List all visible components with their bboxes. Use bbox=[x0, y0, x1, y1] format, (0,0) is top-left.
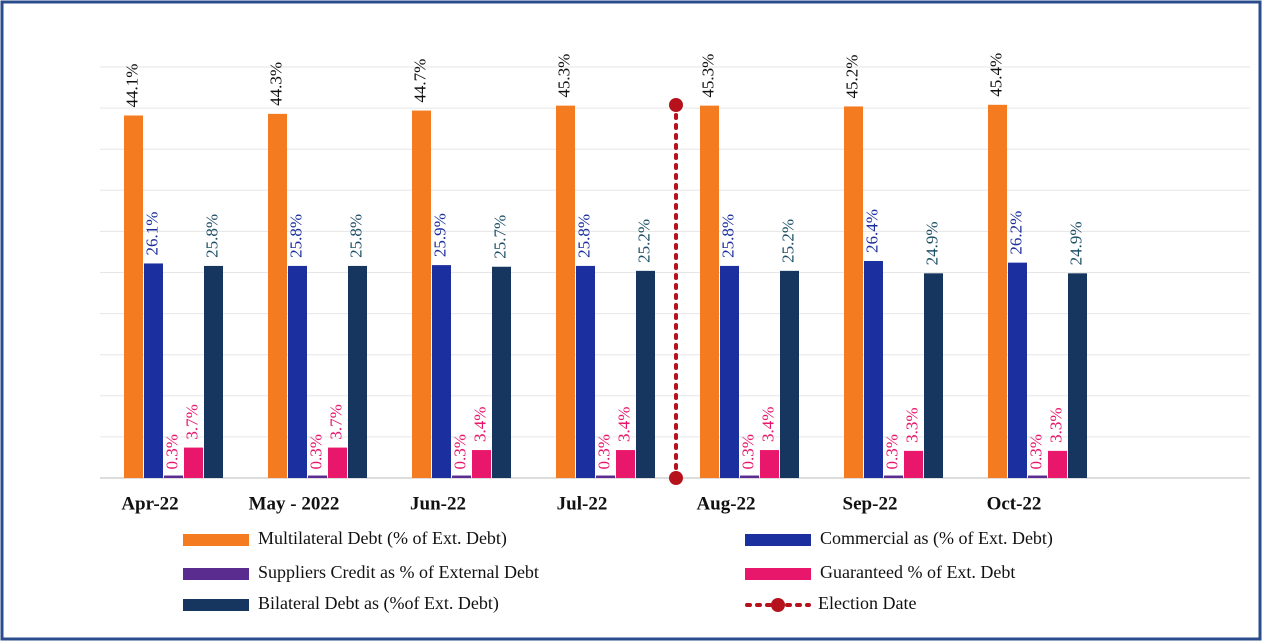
bar bbox=[904, 450, 923, 478]
legend-swatch bbox=[745, 534, 811, 546]
value-label: 44.7% bbox=[410, 59, 429, 103]
legend-swatch bbox=[745, 568, 811, 580]
value-label: 0.3% bbox=[450, 434, 469, 469]
value-label: 45.4% bbox=[986, 53, 1005, 97]
value-label: 0.3% bbox=[882, 434, 901, 469]
value-label: 24.9% bbox=[922, 221, 941, 265]
legend-label: Commercial as (% of Ext. Debt) bbox=[820, 528, 1053, 549]
bar bbox=[1068, 273, 1087, 478]
bar bbox=[596, 475, 615, 478]
value-label: 0.3% bbox=[162, 434, 181, 469]
value-label: 24.9% bbox=[1066, 221, 1085, 265]
value-label: 3.7% bbox=[182, 404, 201, 439]
x-tick-label: Sep-22 bbox=[843, 493, 898, 514]
bar bbox=[1028, 475, 1047, 478]
value-label: 44.1% bbox=[122, 64, 141, 108]
value-label: 25.7% bbox=[490, 215, 509, 259]
bar bbox=[452, 475, 471, 478]
value-label: 0.3% bbox=[1026, 434, 1045, 469]
value-label: 3.4% bbox=[470, 407, 489, 442]
value-label: 26.4% bbox=[862, 209, 881, 253]
value-label: 25.8% bbox=[346, 214, 365, 258]
legend-label: Bilateral Debt as (%of Ext. Debt) bbox=[258, 593, 499, 614]
bar bbox=[844, 106, 863, 479]
bar bbox=[492, 266, 511, 478]
bar bbox=[328, 447, 347, 478]
bar bbox=[576, 265, 595, 478]
value-label: 25.2% bbox=[778, 219, 797, 263]
bar bbox=[308, 475, 327, 478]
legend-swatch bbox=[771, 598, 785, 612]
value-label: 25.8% bbox=[286, 214, 305, 258]
election-dot bbox=[669, 98, 683, 112]
value-label: 25.8% bbox=[202, 214, 221, 258]
bar bbox=[268, 113, 287, 478]
value-label: 3.4% bbox=[758, 407, 777, 442]
value-label: 45.3% bbox=[554, 54, 573, 98]
bar bbox=[864, 260, 883, 478]
bar bbox=[164, 475, 183, 478]
bar bbox=[760, 450, 779, 478]
x-tick-label: Jul-22 bbox=[557, 493, 608, 514]
x-tick-label: Aug-22 bbox=[696, 493, 755, 514]
bar bbox=[1008, 262, 1027, 478]
bar bbox=[144, 263, 163, 478]
value-label: 0.3% bbox=[738, 434, 757, 469]
bar bbox=[740, 475, 759, 478]
bar bbox=[288, 265, 307, 478]
value-label: 45.2% bbox=[842, 55, 861, 99]
value-label: 45.3% bbox=[698, 54, 717, 98]
bar bbox=[636, 270, 655, 478]
value-label: 0.3% bbox=[306, 434, 325, 469]
bar bbox=[1048, 450, 1067, 478]
legend-swatch bbox=[183, 534, 249, 546]
value-label: 26.2% bbox=[1006, 211, 1025, 255]
value-label: 3.7% bbox=[326, 404, 345, 439]
bar bbox=[884, 475, 903, 478]
legend-label: Multilateral Debt (% of Ext. Debt) bbox=[258, 528, 507, 549]
bar bbox=[924, 273, 943, 478]
bar bbox=[780, 270, 799, 478]
legend-label: Suppliers Credit as % of External Debt bbox=[258, 562, 539, 582]
bar bbox=[720, 265, 739, 478]
value-label: 3.3% bbox=[902, 407, 921, 442]
value-label: 25.2% bbox=[634, 219, 653, 263]
bar bbox=[988, 104, 1007, 478]
bar bbox=[616, 450, 635, 478]
bar bbox=[432, 265, 451, 478]
legend-swatch bbox=[183, 599, 249, 611]
value-label: 44.3% bbox=[266, 62, 285, 106]
x-tick-label: Oct-22 bbox=[987, 493, 1042, 514]
x-tick-label: May - 2022 bbox=[249, 493, 340, 514]
bar bbox=[700, 105, 719, 478]
legend-label: Election Date bbox=[818, 593, 916, 613]
bar bbox=[184, 447, 203, 478]
bar bbox=[204, 265, 223, 478]
value-label: 25.8% bbox=[718, 214, 737, 258]
value-label: 25.8% bbox=[574, 214, 593, 258]
value-label: 26.1% bbox=[142, 212, 161, 256]
bar bbox=[348, 265, 367, 478]
value-label: 25.9% bbox=[430, 213, 449, 257]
bar bbox=[124, 115, 143, 479]
x-tick-label: Jun-22 bbox=[410, 493, 466, 514]
bar bbox=[472, 450, 491, 478]
bar bbox=[556, 105, 575, 478]
legend-swatch bbox=[183, 568, 249, 580]
value-label: 3.4% bbox=[614, 407, 633, 442]
election-dot bbox=[669, 471, 683, 485]
value-label: 0.3% bbox=[594, 434, 613, 469]
bar bbox=[412, 110, 431, 478]
x-tick-label: Apr-22 bbox=[121, 493, 178, 514]
legend-label: Guaranteed % of Ext. Debt bbox=[820, 562, 1015, 582]
value-label: 3.3% bbox=[1046, 407, 1065, 442]
